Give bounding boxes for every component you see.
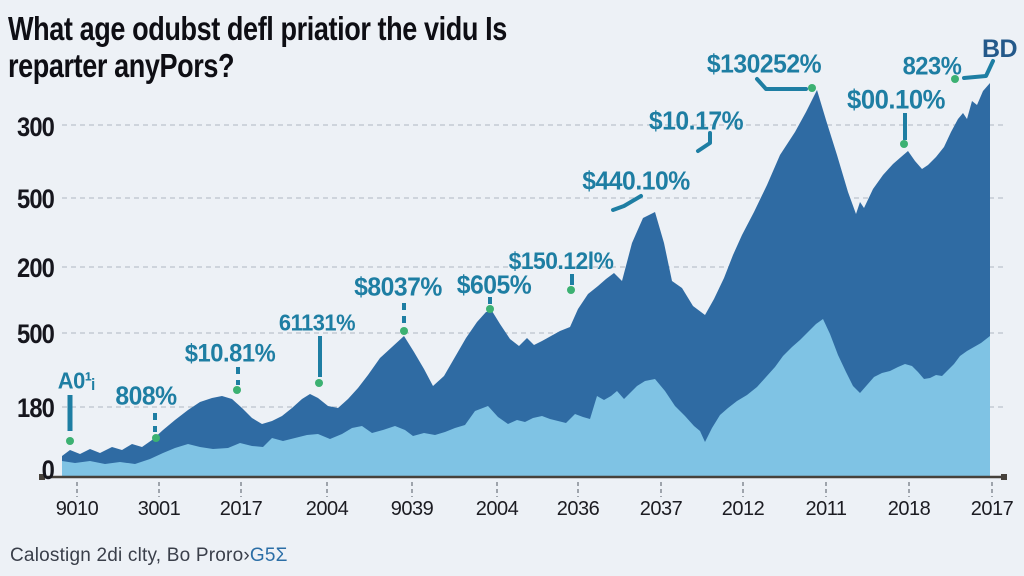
axis-end-cap — [1001, 474, 1007, 480]
x-axis-label: 3001 — [137, 498, 181, 520]
light-blue-area — [62, 319, 990, 478]
source-caption: Calostign 2di clty, Bo Proro›G5Σ — [10, 545, 288, 567]
annotation-marker-dot — [808, 84, 816, 92]
annotation-marker-dot — [233, 386, 241, 394]
dark-blue-area — [62, 83, 990, 478]
x-axis-label: 9039 — [390, 498, 434, 520]
annotation-marker-dot — [400, 327, 408, 335]
annotation-connector — [755, 77, 808, 91]
y-axis-label: 200 — [16, 253, 55, 283]
x-axis-label: 9010 — [55, 498, 99, 520]
annotation-connector — [962, 59, 995, 80]
x-axis-label: 2036 — [556, 498, 600, 520]
annotation-label: $605% — [456, 269, 532, 300]
annotation-marker-dot — [315, 379, 323, 387]
x-axis-label: 2004 — [475, 498, 519, 520]
annotation-label: $130252% — [706, 48, 822, 79]
x-axis-label: 2018 — [887, 498, 931, 520]
annotation-marker-dot — [66, 437, 74, 445]
y-axis-label: 0 — [41, 455, 55, 485]
annotation-label: 61131% — [278, 309, 356, 336]
x-axis-label: 2004 — [305, 498, 349, 520]
annotation-connector — [611, 194, 643, 212]
annotation-label: $8037% — [354, 271, 442, 302]
annotation-marker-dot — [567, 286, 575, 294]
annotation-label: 808% — [115, 380, 177, 411]
page-title-line2: reparter anyPors? — [8, 47, 235, 85]
x-axis-label: 2011 — [805, 498, 847, 520]
source-caption-text: Calostign 2di clty, Bo Proro› — [10, 545, 250, 566]
page-title: What age odubst defl priatior the vidu I… — [8, 10, 507, 85]
annotation-label: $440.10% — [582, 165, 690, 196]
axis-end-cap — [39, 474, 45, 480]
x-axis-label: 2017 — [219, 498, 263, 520]
y-axis-label: 500 — [16, 184, 55, 214]
annotation-marker-dot — [900, 140, 908, 148]
annotation-label: $10.17% — [648, 105, 744, 136]
annotation-label: $00.10% — [847, 84, 945, 115]
annotation-connector — [696, 131, 712, 153]
page-title-line1: What age odubst defl priatior the vidu I… — [8, 10, 507, 47]
series-end-label: BD — [982, 35, 1018, 63]
annotation-label: $10.81% — [184, 339, 276, 368]
source-caption-accent: G5Σ — [249, 545, 288, 566]
y-axis-label: 300 — [16, 112, 55, 142]
y-axis-label: 500 — [16, 319, 55, 349]
annotation-label: 823% — [902, 52, 962, 81]
y-axis-label: 180 — [16, 393, 55, 423]
annotation-marker-dot — [152, 434, 160, 442]
x-axis-label: 2012 — [721, 498, 765, 520]
annotation-marker-dot — [486, 305, 494, 313]
x-axis-label: 2037 — [639, 498, 683, 520]
x-axis-label: 2017 — [970, 498, 1014, 520]
annotation-label: $150.12l% — [508, 248, 614, 275]
annotation-marker-dot — [951, 75, 959, 83]
annotation-label: A0¹ᵢ — [57, 367, 95, 394]
